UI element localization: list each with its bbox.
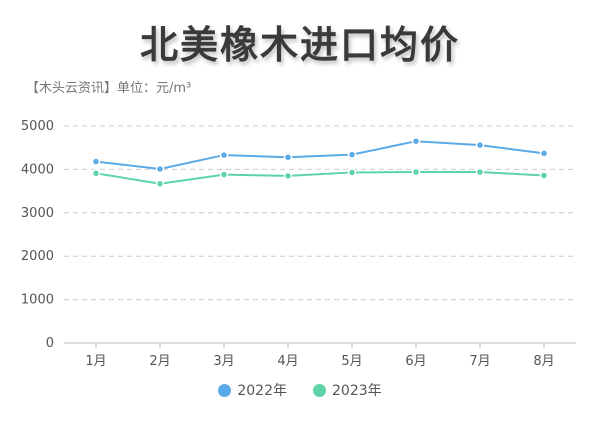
y-tick-label: 5000 — [21, 119, 54, 134]
y-tick-labels: 0 1000 2000 3000 4000 5000 — [21, 119, 54, 351]
x-tick-label: 2月 — [149, 354, 170, 369]
x-tick-label: 3月 — [213, 354, 234, 369]
y-tick-label: 0 — [46, 336, 54, 351]
legend-label-2022: 2022年 — [237, 383, 287, 399]
legend-item-2022[interactable]: 2022年 — [218, 380, 287, 400]
legend-marker-2022 — [218, 383, 232, 397]
y-tick-label: 1000 — [21, 293, 54, 308]
data-point-2023[interactable] — [475, 167, 485, 177]
data-point-2023[interactable] — [347, 168, 357, 177]
data-point-2023[interactable] — [219, 170, 229, 179]
data-point-2023[interactable] — [91, 169, 101, 178]
legend-item-2023[interactable]: 2023年 — [313, 380, 382, 400]
x-tick-label: 4月 — [277, 354, 298, 369]
series-line-2023 — [95, 171, 545, 185]
legend-label-2023: 2023年 — [332, 383, 382, 399]
data-point-2022[interactable] — [283, 152, 293, 162]
chart-subtitle: 【木头云资讯】单位：元/m³ — [26, 81, 192, 96]
data-point-2022[interactable] — [155, 164, 165, 174]
x-tick-label: 5月 — [341, 354, 362, 369]
series-layer — [91, 136, 549, 188]
data-point-2023[interactable] — [155, 179, 165, 188]
y-tick-label: 3000 — [21, 206, 54, 221]
grid-layer — [64, 125, 576, 344]
legend-marker-2023 — [313, 383, 326, 397]
x-tick-labels: 1月 2月 3月 4月 5月 6月 7月 8月 — [85, 343, 555, 369]
x-tick-label: 6月 — [405, 354, 426, 369]
data-point-2022[interactable] — [91, 157, 101, 166]
x-tick-label: 8月 — [533, 354, 554, 369]
data-point-2023[interactable] — [411, 167, 421, 177]
chart-title: 北美橡木进口均价 — [139, 23, 460, 67]
data-point-2022[interactable] — [539, 149, 549, 158]
data-point-2023[interactable] — [283, 171, 293, 181]
x-tick-label: 7月 — [469, 354, 490, 369]
legend: 2022年 2023年 — [0, 380, 600, 400]
data-point-2023[interactable] — [539, 171, 549, 180]
y-tick-label: 4000 — [21, 162, 54, 177]
y-tick-label: 2000 — [21, 249, 54, 264]
data-point-2022[interactable] — [475, 140, 485, 150]
data-point-2022[interactable] — [411, 136, 421, 146]
x-tick-label: 1月 — [85, 354, 106, 369]
series-line-2022 — [95, 140, 545, 170]
data-point-2022[interactable] — [347, 150, 357, 159]
data-point-2022[interactable] — [219, 150, 229, 160]
